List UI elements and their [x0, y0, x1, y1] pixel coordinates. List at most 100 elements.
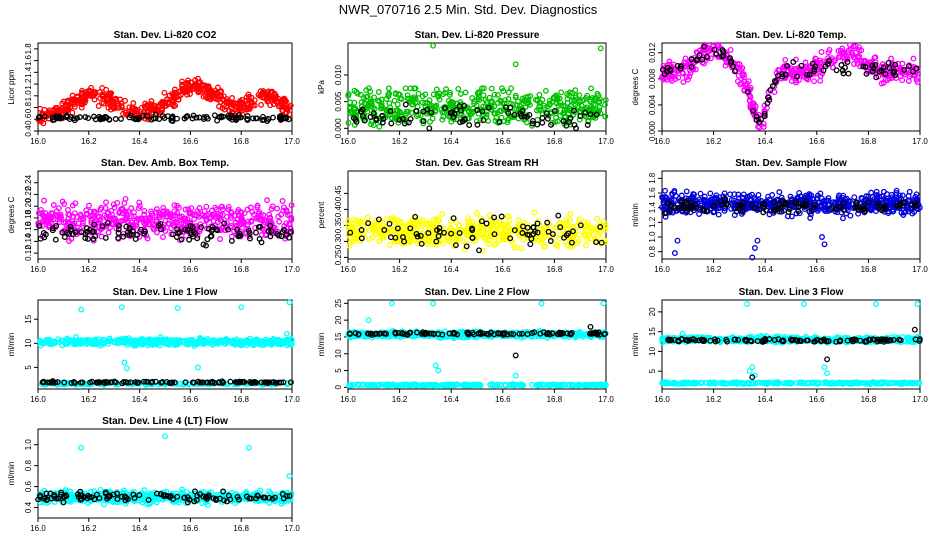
data-point: [112, 116, 119, 122]
y-tick-label: 0.30: [334, 233, 343, 249]
x-tick-label: 16.8: [233, 265, 249, 274]
data-point: [283, 330, 290, 337]
x-tick-label: 16.2: [392, 137, 408, 146]
data-point: [122, 97, 129, 104]
y-tick-label: 25: [334, 298, 343, 307]
data-point: [76, 114, 83, 121]
data-point: [281, 104, 288, 111]
data-point: [114, 100, 121, 107]
x-tick-label: 16.6: [495, 137, 511, 146]
x-tick-label: 16.6: [183, 137, 199, 146]
data-point: [544, 115, 551, 122]
y-tick-label: 1.8: [24, 43, 33, 55]
data-point: [159, 101, 165, 108]
data-point: [238, 304, 245, 311]
y-tick-label: 20: [334, 315, 343, 324]
x-tick-label: 17.0: [598, 265, 614, 274]
data-point: [52, 236, 59, 243]
data-point: [782, 56, 789, 63]
chart-title: Stan. Dev. Li-820 Temp.: [736, 30, 847, 41]
y-tick-label: 1.4: [648, 202, 657, 214]
data-point: [46, 109, 53, 116]
x-tick-label: 16.2: [392, 265, 408, 274]
data-point: [123, 365, 130, 372]
data-point: [153, 229, 160, 236]
data-point: [95, 103, 102, 109]
y-axis-label: kPa: [317, 80, 326, 94]
data-point: [274, 205, 281, 212]
data-point: [253, 229, 259, 236]
data-point: [680, 79, 687, 86]
data-point: [229, 99, 236, 106]
data-point: [91, 96, 98, 103]
x-tick-label: 17.0: [912, 265, 928, 274]
x-tick-label: 16.0: [30, 395, 46, 404]
chart-title: Stan. Dev. Sample Flow: [735, 158, 847, 169]
data-point: [531, 209, 538, 216]
data-point: [103, 199, 109, 206]
x-tick-label: 16.2: [81, 137, 97, 146]
data-point: [873, 188, 880, 195]
y-tick-label: 0: [334, 385, 343, 390]
data-point: [572, 87, 579, 94]
data-point: [79, 87, 85, 94]
data-point: [203, 203, 210, 210]
y-tick-label: 1.4: [24, 66, 33, 78]
data-point: [558, 89, 565, 96]
data-point: [751, 245, 758, 251]
x-tick-label: 16.6: [495, 395, 511, 404]
data-point: [683, 188, 690, 195]
data-point: [818, 49, 825, 55]
y-tick-label: 0.40: [334, 201, 343, 217]
data-point: [488, 85, 495, 92]
plot-frame: [347, 299, 607, 390]
data-point: [473, 210, 480, 217]
data-point: [130, 100, 137, 107]
data-point: [287, 102, 294, 109]
y-tick-label: 0.000: [648, 120, 657, 141]
data-point: [211, 112, 218, 119]
chart-title: Stan. Dev. Line 1 Flow: [113, 287, 218, 298]
x-tick-label: 16.2: [706, 137, 722, 146]
x-tick-label: 16.6: [183, 265, 199, 274]
data-point: [821, 241, 828, 248]
data-point: [427, 118, 433, 125]
data-point: [105, 229, 112, 236]
y-tick-label: 1.2: [24, 78, 33, 90]
x-tick-label: 16.4: [132, 137, 148, 146]
y-tick-label: 0.35: [334, 217, 343, 233]
data-point: [491, 91, 498, 98]
x-tick-label: 16.0: [30, 265, 46, 274]
data-point: [534, 116, 541, 123]
chart-title: Stan. Dev. Li-820 CO2: [114, 30, 217, 41]
data-point: [388, 120, 395, 127]
y-tick-label: 0.004: [648, 94, 657, 115]
data-point: [364, 214, 371, 221]
figure-title: NWR_070716 2.5 Min. Std. Dev. Diagnostic…: [338, 2, 598, 17]
x-tick-label: 16.0: [340, 265, 356, 274]
y-tick-label: 10: [24, 338, 33, 347]
data-point: [910, 55, 917, 62]
x-tick-label: 16.8: [547, 395, 563, 404]
x-tick-label: 16.8: [861, 137, 877, 146]
data-point: [512, 61, 519, 68]
data-point: [206, 88, 213, 95]
data-point: [161, 89, 168, 96]
chart-title: Stan. Dev. Line 2 Flow: [425, 287, 530, 298]
data-point: [776, 189, 783, 196]
data-point: [214, 117, 221, 124]
x-tick-label: 16.6: [495, 265, 511, 274]
x-tick-label: 16.0: [30, 137, 46, 146]
data-point: [678, 192, 685, 199]
data-point: [148, 98, 155, 105]
data-point: [819, 234, 825, 240]
chart-title: Stan. Dev. Li-820 Pressure: [415, 30, 540, 41]
data-point: [204, 95, 211, 102]
data-point: [707, 190, 714, 197]
data-point: [238, 104, 244, 111]
y-tick-label: 0.005: [334, 91, 343, 112]
data-point: [555, 212, 562, 219]
